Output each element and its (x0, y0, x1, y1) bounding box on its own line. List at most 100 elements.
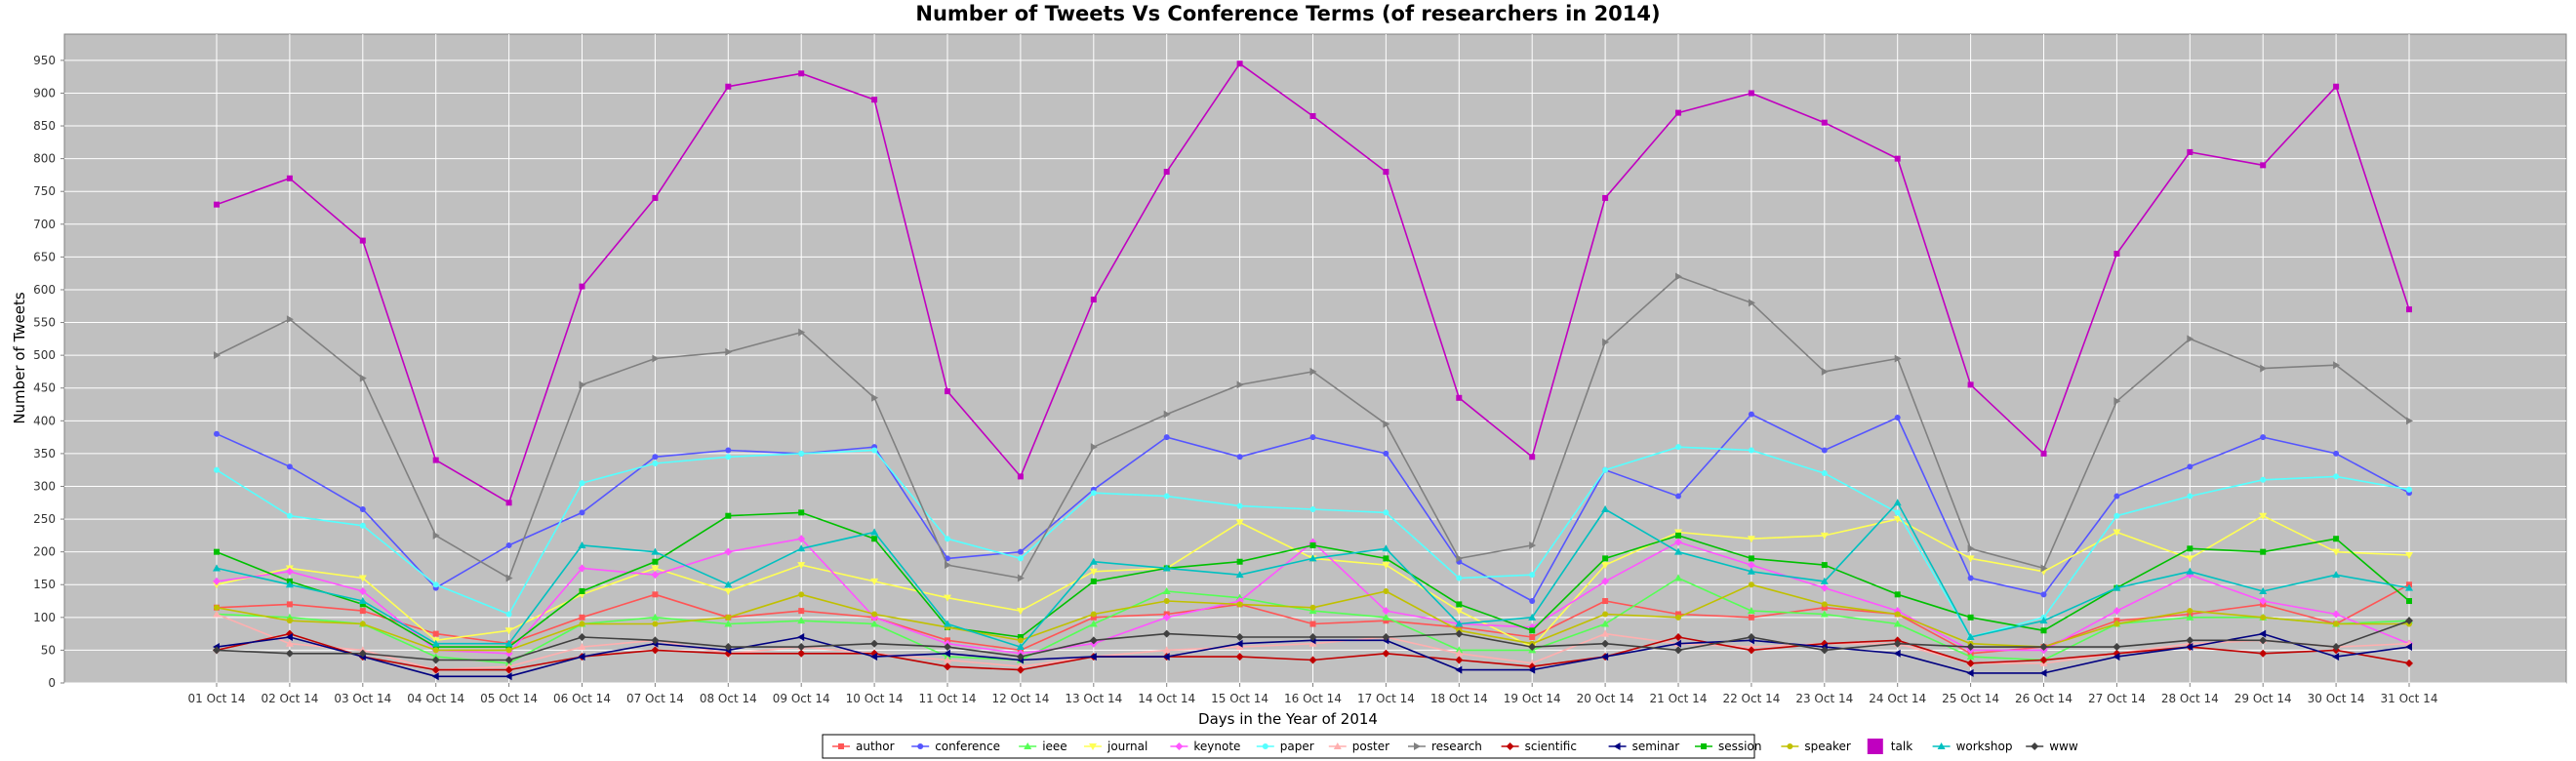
data-point-www (2186, 636, 2194, 645)
legend-marker (1333, 742, 1342, 749)
data-point-paper (286, 512, 293, 519)
data-point-workshop (1016, 643, 1025, 651)
x-tick-label: 08 Oct 14 (700, 692, 757, 705)
data-point-keynote (1601, 577, 1610, 585)
data-point-workshop (2113, 583, 2121, 591)
x-tick-label: 16 Oct 14 (1284, 692, 1342, 705)
data-point-paper (2406, 486, 2412, 493)
y-tick-label: 950 (33, 54, 56, 67)
x-tick-label: 17 Oct 14 (1357, 692, 1415, 705)
data-point-session (1309, 541, 1316, 548)
data-point-session (1675, 532, 1681, 539)
legend-label: research (1431, 740, 1482, 753)
data-point-seminar (431, 672, 439, 681)
data-point-talk (1236, 60, 1243, 67)
data-point-talk (2260, 162, 2267, 169)
legend-marker (1506, 742, 1514, 750)
data-point-conference (2333, 450, 2340, 457)
data-point-session (1748, 555, 1754, 562)
data-point-conference (652, 454, 659, 461)
data-point-speaker (1675, 614, 1681, 621)
legend-item-seminar: seminar (1608, 740, 1679, 753)
data-point-conference (2040, 591, 2047, 598)
data-point-speaker (652, 621, 659, 627)
data-point-journal (944, 594, 951, 602)
data-point-speaker (214, 604, 220, 611)
data-point-workshop (1747, 567, 1755, 575)
data-point-conference (1017, 548, 1024, 555)
legend-item-workshop: workshop (1932, 740, 2013, 753)
data-point-research (1163, 410, 1171, 419)
data-point-conference (1163, 434, 1170, 441)
data-point-keynote (651, 571, 660, 580)
data-point-scientific (651, 646, 660, 655)
y-tick-label: 100 (33, 611, 56, 624)
data-point-session (1894, 591, 1901, 598)
data-point-scientific (1016, 665, 1025, 674)
data-point-workshop (578, 541, 586, 548)
gridlines (64, 34, 2566, 684)
data-point-paper (359, 522, 366, 529)
data-point-conference (1675, 493, 1681, 500)
data-point-ieee (1162, 586, 1171, 594)
data-point-journal (1382, 562, 1390, 570)
data-point-author (1602, 598, 1609, 605)
data-point-seminar (1674, 639, 1681, 648)
data-point-speaker (798, 591, 805, 598)
data-point-scientific (504, 665, 513, 674)
data-point-speaker (1821, 601, 1828, 608)
data-point-conference (1309, 434, 1316, 441)
data-point-conference (1236, 454, 1243, 461)
legend-marker (1089, 743, 1097, 750)
y-tick-label: 550 (33, 316, 56, 330)
y-tick-label: 600 (33, 283, 56, 297)
data-point-research (1309, 367, 1317, 376)
legend-item-session: session (1695, 740, 1761, 753)
data-point-www (724, 643, 733, 652)
data-point-ieee (1382, 613, 1390, 621)
data-point-www (651, 636, 660, 645)
data-point-scientific (797, 649, 806, 658)
data-point-poster (1162, 646, 1171, 654)
legend-label: workshop (1956, 740, 2013, 753)
data-point-research (1602, 338, 1610, 346)
data-point-paper (798, 450, 805, 457)
legend-marker (1024, 742, 1032, 749)
data-point-journal (870, 578, 879, 585)
data-point-talk (1090, 297, 1097, 303)
data-point-poster (1455, 649, 1464, 657)
legend-item-research: research (1408, 740, 1482, 753)
data-point-talk (579, 283, 585, 290)
data-point-keynote (2113, 607, 2121, 616)
data-point-research (432, 531, 440, 540)
data-point-scientific (2039, 656, 2048, 664)
y-tick-label: 150 (33, 578, 56, 591)
data-point-workshop (724, 581, 733, 588)
y-tick-label: 350 (33, 447, 56, 461)
data-point-poster (213, 610, 221, 618)
x-tick-label: 07 Oct 14 (626, 692, 684, 705)
data-point-keynote (578, 564, 586, 573)
y-tick-label: 300 (33, 479, 56, 493)
data-point-seminar (285, 632, 293, 641)
data-point-talk (1456, 394, 1463, 401)
data-point-author (1090, 614, 1097, 621)
data-point-keynote (358, 586, 367, 595)
x-tick-label: 14 Oct 14 (1138, 692, 1195, 705)
data-point-paper (1821, 470, 1828, 477)
plot-area (63, 33, 2567, 684)
data-point-scientific (1747, 646, 1755, 655)
data-point-conference (2113, 493, 2120, 500)
data-point-seminar (504, 672, 512, 681)
y-tick-label: 0 (48, 676, 56, 690)
data-point-seminar (1601, 653, 1609, 661)
data-point-talk (505, 500, 512, 506)
data-point-research (1090, 443, 1098, 452)
data-point-journal (797, 562, 806, 570)
data-point-talk (359, 237, 366, 244)
data-point-www (1162, 629, 1171, 638)
data-point-seminar (1235, 639, 1243, 648)
data-point-workshop (797, 544, 806, 552)
data-point-talk (2333, 83, 2340, 90)
